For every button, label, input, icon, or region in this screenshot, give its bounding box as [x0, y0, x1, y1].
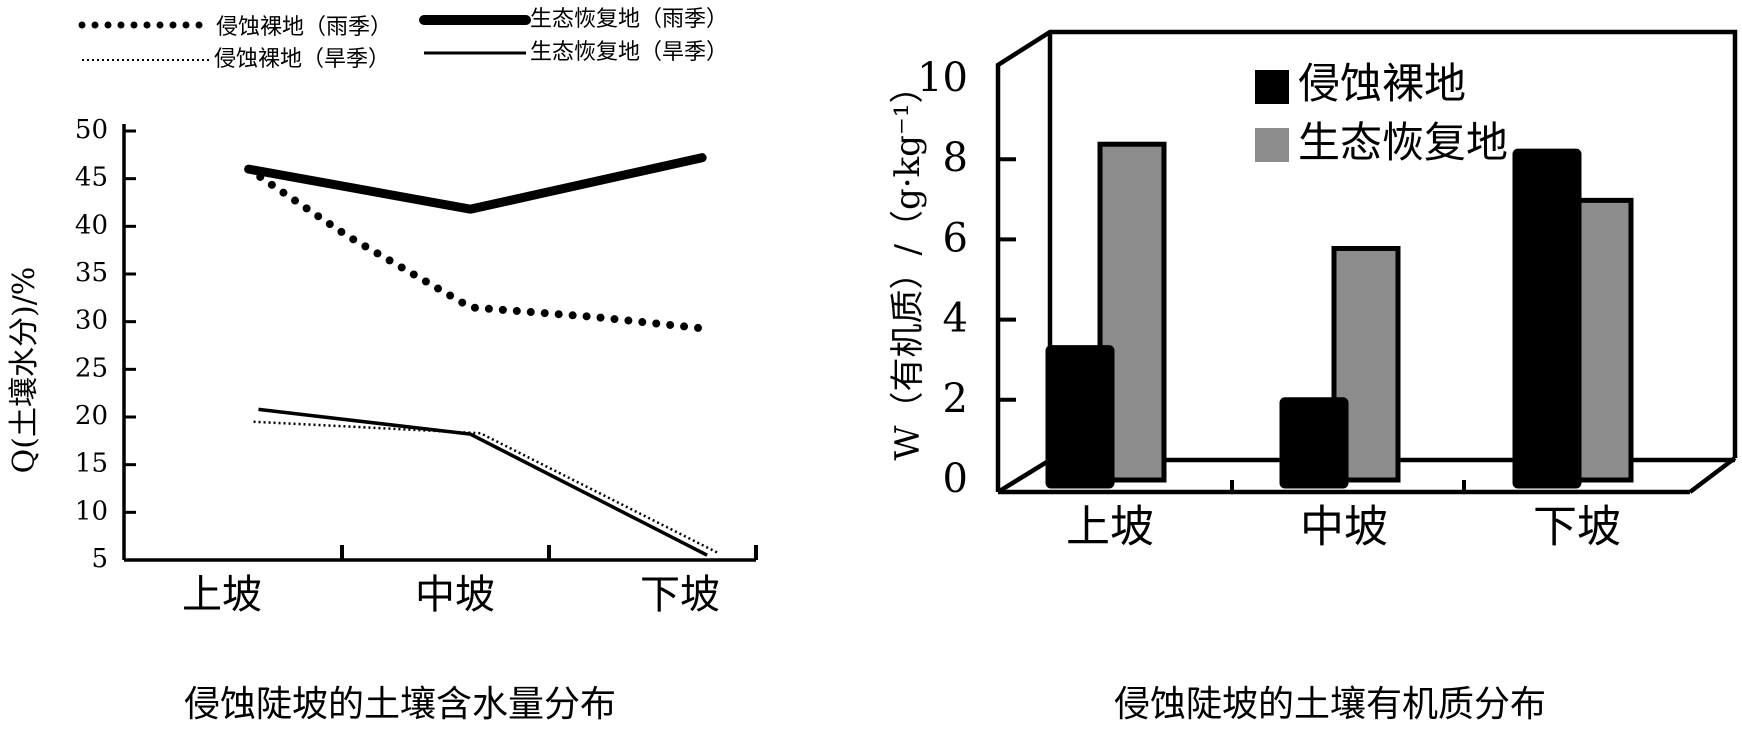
y-tick-label: 30: [75, 306, 108, 336]
plot-floor-right: [1688, 456, 1737, 494]
x-label-upper: 上坡: [1066, 502, 1154, 553]
legend-label-bare-rain: 侵蚀裸地（雨季）: [216, 15, 392, 40]
y-tick-labels: 5 10 15 20 25 30 35 40 45 50: [75, 115, 136, 574]
x-label-upper: 上坡: [182, 572, 262, 618]
legend-swatch-restored: [1255, 128, 1289, 162]
y-tick-label: 6: [943, 215, 968, 261]
y-tick-labels: 0 2 4 6 8 10: [917, 55, 1466, 502]
legend-swatch-bare: [1255, 70, 1289, 104]
legend-label-restored-dry: 生态恢复地（旱季）: [530, 40, 728, 65]
y-tick-label: 20: [75, 401, 108, 431]
plot-floor-left: [996, 458, 1052, 494]
y-tick-label: 25: [75, 353, 108, 383]
y-tick-label: 0: [943, 456, 968, 502]
y-tick-label: 4: [943, 296, 968, 342]
x-label-lower: 下坡: [640, 572, 720, 618]
y-tick-label: 50: [75, 115, 108, 145]
legend-label-bare: 侵蚀裸地: [1298, 59, 1466, 108]
organic-matter-chart: 0 2 4 6 8 10 上坡 中坡 下坡 W（有机质）/（g·kg⁻¹） 侵蚀裸地 生态…: [888, 29, 1738, 725]
x-label-lower: 下坡: [1533, 502, 1621, 553]
y-tick-label: 8: [943, 135, 968, 181]
y-tick-label: 35: [75, 258, 108, 288]
soil-moisture-chart: 侵蚀裸地（雨季） 侵蚀裸地（旱季） 生态恢复地（雨季） 生态恢复地（旱季） 5 1…: [7, 7, 758, 725]
legend: 侵蚀裸地 生态恢复地: [1255, 59, 1508, 167]
legend-label-restored: 生态恢复地: [1298, 118, 1508, 167]
x-label-middle: 中坡: [1300, 502, 1388, 553]
bar-bare: [1279, 397, 1349, 489]
y-tick-label: 10: [917, 55, 968, 101]
bar-bare: [1045, 345, 1115, 489]
y-tick-label: 15: [75, 449, 108, 479]
chart-title-moisture: 侵蚀陡坡的土壤含水量分布: [184, 684, 616, 725]
y-axis-title: Q(土壤水分)/%: [7, 267, 42, 474]
line-bare-dry: [253, 420, 718, 554]
x-label-middle: 中坡: [415, 572, 495, 618]
y-axis-title: W（有机质）/（g·kg⁻¹）: [888, 70, 928, 461]
line-restored-rain: [244, 153, 707, 214]
y-tick-label: 2: [943, 376, 968, 422]
legend-label-bare-dry: 侵蚀裸地（旱季）: [214, 47, 390, 72]
bar-bare: [1512, 148, 1582, 489]
legend-label-restored-rain: 生态恢复地（雨季）: [530, 7, 728, 32]
line-bare-rain: [244, 165, 707, 333]
legend: 侵蚀裸地（雨季） 侵蚀裸地（旱季） 生态恢复地（雨季） 生态恢复地（旱季）: [78, 7, 728, 72]
y-tick-label: 10: [75, 496, 108, 526]
chart-title-organic: 侵蚀陡坡的土壤有机质分布: [1114, 684, 1546, 725]
series-lines: [244, 153, 718, 557]
y-tick-label: 45: [75, 163, 108, 193]
y-tick-label: 5: [91, 544, 108, 574]
y-tick-label: 40: [75, 210, 108, 240]
bars: [1045, 141, 1634, 489]
line-restored-dry: [258, 407, 708, 557]
